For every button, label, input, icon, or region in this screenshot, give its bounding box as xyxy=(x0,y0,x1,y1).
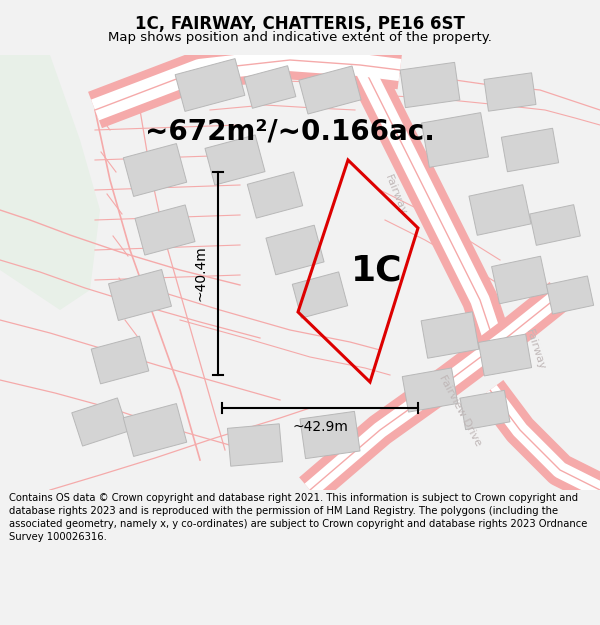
Text: 1C, FAIRWAY, CHATTERIS, PE16 6ST: 1C, FAIRWAY, CHATTERIS, PE16 6ST xyxy=(135,16,465,33)
Polygon shape xyxy=(227,424,283,466)
Polygon shape xyxy=(530,204,580,246)
Polygon shape xyxy=(300,411,360,459)
Polygon shape xyxy=(502,128,559,172)
Polygon shape xyxy=(292,272,348,318)
Text: 1C: 1C xyxy=(351,254,402,288)
Polygon shape xyxy=(547,276,593,314)
Polygon shape xyxy=(135,205,195,255)
Polygon shape xyxy=(91,336,149,384)
Text: Fairway: Fairway xyxy=(382,173,407,217)
Text: ~40.4m: ~40.4m xyxy=(194,246,208,301)
Polygon shape xyxy=(244,66,296,108)
Polygon shape xyxy=(478,334,532,376)
Text: Map shows position and indicative extent of the property.: Map shows position and indicative extent… xyxy=(108,31,492,44)
Polygon shape xyxy=(422,112,488,168)
Polygon shape xyxy=(175,59,245,111)
Polygon shape xyxy=(400,62,460,107)
Polygon shape xyxy=(491,256,548,304)
Polygon shape xyxy=(123,404,187,456)
Polygon shape xyxy=(109,269,172,321)
Polygon shape xyxy=(266,225,324,275)
Polygon shape xyxy=(460,391,510,429)
Polygon shape xyxy=(299,66,361,114)
Polygon shape xyxy=(0,55,100,310)
Polygon shape xyxy=(123,144,187,196)
Polygon shape xyxy=(402,368,458,412)
Text: ~672m²/~0.166ac.: ~672m²/~0.166ac. xyxy=(145,118,435,146)
Polygon shape xyxy=(247,172,303,218)
Polygon shape xyxy=(484,73,536,111)
Text: ~42.9m: ~42.9m xyxy=(292,420,348,434)
Polygon shape xyxy=(72,398,128,446)
Text: Fairview Drive: Fairview Drive xyxy=(437,372,483,448)
Text: Contains OS data © Crown copyright and database right 2021. This information is : Contains OS data © Crown copyright and d… xyxy=(9,492,587,542)
Polygon shape xyxy=(421,312,479,358)
Polygon shape xyxy=(469,185,531,235)
Text: Fairway: Fairway xyxy=(524,328,547,372)
Polygon shape xyxy=(205,135,265,185)
